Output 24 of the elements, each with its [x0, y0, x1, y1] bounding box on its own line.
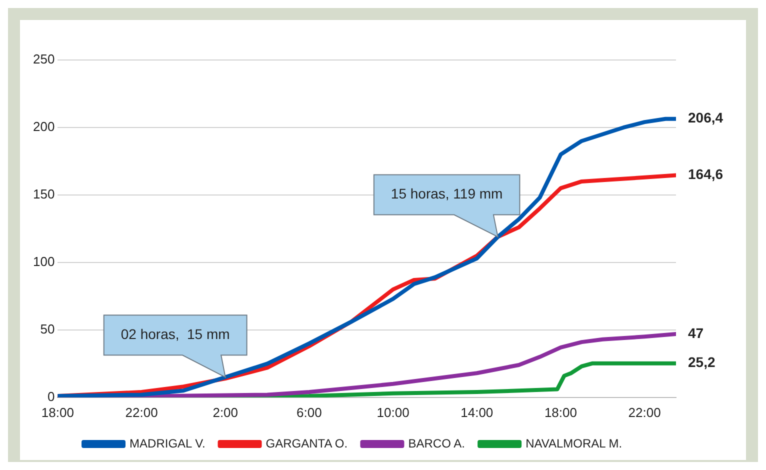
y-tick-label: 250	[32, 52, 55, 67]
annotation: 02 horas, 15 mm	[120, 326, 230, 342]
y-tick-label: 200	[32, 119, 55, 134]
x-tick-label: 6:00	[296, 404, 322, 420]
x-tick-label: 18:00	[41, 404, 74, 420]
x-tick-label: 22:00	[125, 404, 158, 420]
y-tick-label: 100	[32, 254, 55, 270]
x-tick-label: 10:00	[376, 404, 410, 420]
x-tick-label: 2:00	[212, 404, 238, 420]
data-label: 47	[688, 324, 704, 341]
legend-label: NAVALMORAL M.	[526, 436, 622, 450]
data-label: 206,4	[688, 110, 724, 126]
x-tick-label: 22:00	[628, 404, 661, 420]
legend-label: GARGANTA O.	[266, 436, 348, 450]
y-tick-label: 0	[47, 388, 55, 404]
legend-label: MADRIGAL V.	[130, 436, 206, 450]
x-tick-label: 14:00	[460, 404, 494, 420]
data-label: 164,6	[688, 166, 724, 182]
annotation: 15 horas, 119 mm	[390, 186, 503, 202]
x-tick-label: 18:00	[544, 404, 577, 420]
y-tick-label: 150	[32, 186, 55, 202]
data-label: 25,2	[688, 354, 716, 370]
legend-label: BARCO A.	[408, 436, 465, 450]
y-tick-label: 50	[40, 322, 55, 336]
